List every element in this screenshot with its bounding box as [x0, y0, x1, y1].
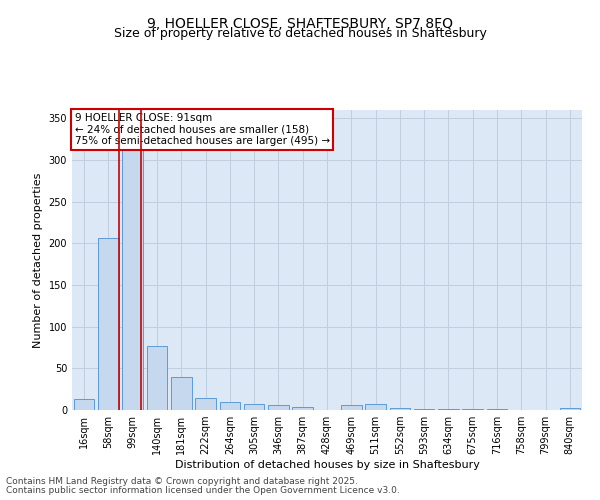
- Bar: [74, 399, 94, 410]
- Text: 9, HOELLER CLOSE, SHAFTESBURY, SP7 8FQ: 9, HOELLER CLOSE, SHAFTESBURY, SP7 8FQ: [147, 18, 453, 32]
- Bar: [414, 409, 434, 410]
- Bar: [365, 404, 386, 410]
- Bar: [292, 406, 313, 410]
- Bar: [487, 409, 508, 410]
- Bar: [341, 405, 362, 410]
- X-axis label: Distribution of detached houses by size in Shaftesbury: Distribution of detached houses by size …: [175, 460, 479, 470]
- Text: 9 HOELLER CLOSE: 91sqm
← 24% of detached houses are smaller (158)
75% of semi-de: 9 HOELLER CLOSE: 91sqm ← 24% of detached…: [74, 113, 329, 146]
- Text: Size of property relative to detached houses in Shaftesbury: Size of property relative to detached ho…: [113, 28, 487, 40]
- Text: Contains HM Land Registry data © Crown copyright and database right 2025.: Contains HM Land Registry data © Crown c…: [6, 477, 358, 486]
- Bar: [268, 405, 289, 410]
- Bar: [195, 398, 216, 410]
- Bar: [146, 346, 167, 410]
- Bar: [98, 238, 119, 410]
- Bar: [122, 148, 143, 410]
- Bar: [220, 402, 240, 410]
- Bar: [438, 409, 459, 410]
- Text: Contains public sector information licensed under the Open Government Licence v3: Contains public sector information licen…: [6, 486, 400, 495]
- Bar: [389, 408, 410, 410]
- Bar: [244, 404, 265, 410]
- Y-axis label: Number of detached properties: Number of detached properties: [33, 172, 43, 348]
- Bar: [560, 408, 580, 410]
- Bar: [171, 376, 191, 410]
- Bar: [463, 409, 483, 410]
